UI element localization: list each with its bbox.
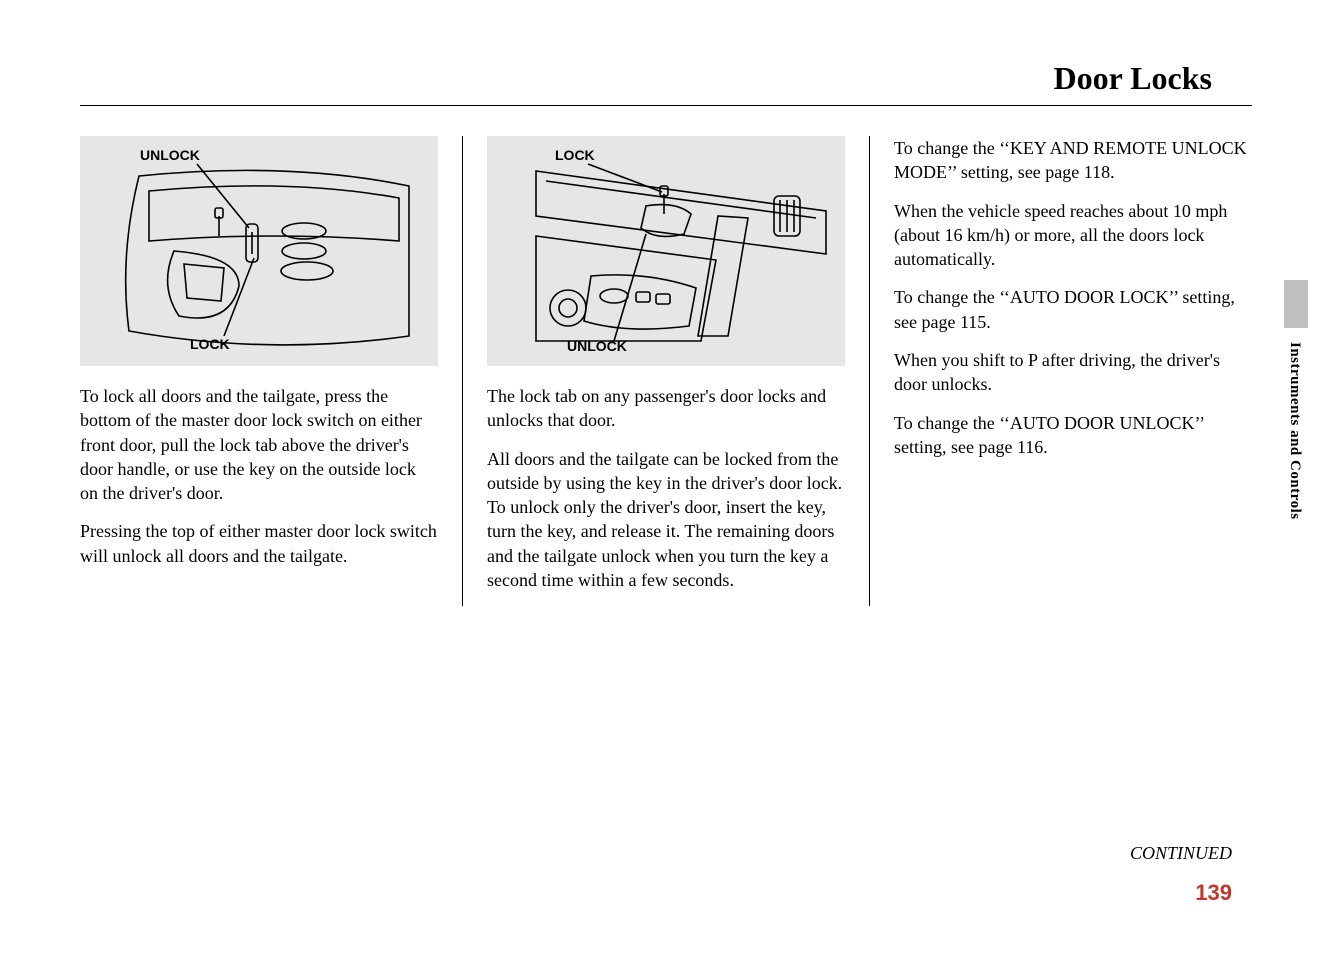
col3-para1: To change the ‘‘KEY AND REMOTE UNLOCK MO… <box>894 136 1252 185</box>
figure2-label-lock: LOCK <box>555 146 595 165</box>
passenger-door-illustration <box>487 136 845 366</box>
content-columns: UNLOCK LOCK <box>80 136 1252 606</box>
col3-para4: When you shift to P after driving, the d… <box>894 348 1252 397</box>
col3-para3: To change the ‘‘AUTO DOOR LOCK’’ setting… <box>894 285 1252 334</box>
figure-passenger-door: LOCK UNLOCK <box>487 136 845 366</box>
title-rule <box>80 105 1252 106</box>
col2-para1: The lock tab on any passenger's door loc… <box>487 384 845 433</box>
side-tab: Instruments and Controls <box>1284 280 1308 540</box>
side-tab-mark <box>1284 280 1308 328</box>
col3-para2: When the vehicle speed reaches about 10 … <box>894 199 1252 272</box>
continued-label: CONTINUED <box>1130 843 1232 864</box>
figure1-label-unlock: UNLOCK <box>140 146 200 165</box>
col3-para5: To change the ‘‘AUTO DOOR UNLOCK’’ setti… <box>894 411 1252 460</box>
column-3: To change the ‘‘KEY AND REMOTE UNLOCK MO… <box>870 136 1252 606</box>
col2-para2: All doors and the tailgate can be locked… <box>487 447 845 593</box>
driver-door-illustration <box>80 136 438 366</box>
column-1: UNLOCK LOCK <box>80 136 462 606</box>
col1-para2: Pressing the top of either master door l… <box>80 519 438 568</box>
column-2: LOCK UNLOCK <box>462 136 870 606</box>
figure2-label-unlock: UNLOCK <box>567 337 627 356</box>
figure1-label-lock: LOCK <box>190 335 230 354</box>
side-tab-label: Instruments and Controls <box>1286 342 1303 520</box>
page-number: 139 <box>1195 880 1232 906</box>
page-title: Door Locks <box>80 60 1252 97</box>
figure-driver-door: UNLOCK LOCK <box>80 136 438 366</box>
col1-para1: To lock all doors and the tailgate, pres… <box>80 384 438 505</box>
